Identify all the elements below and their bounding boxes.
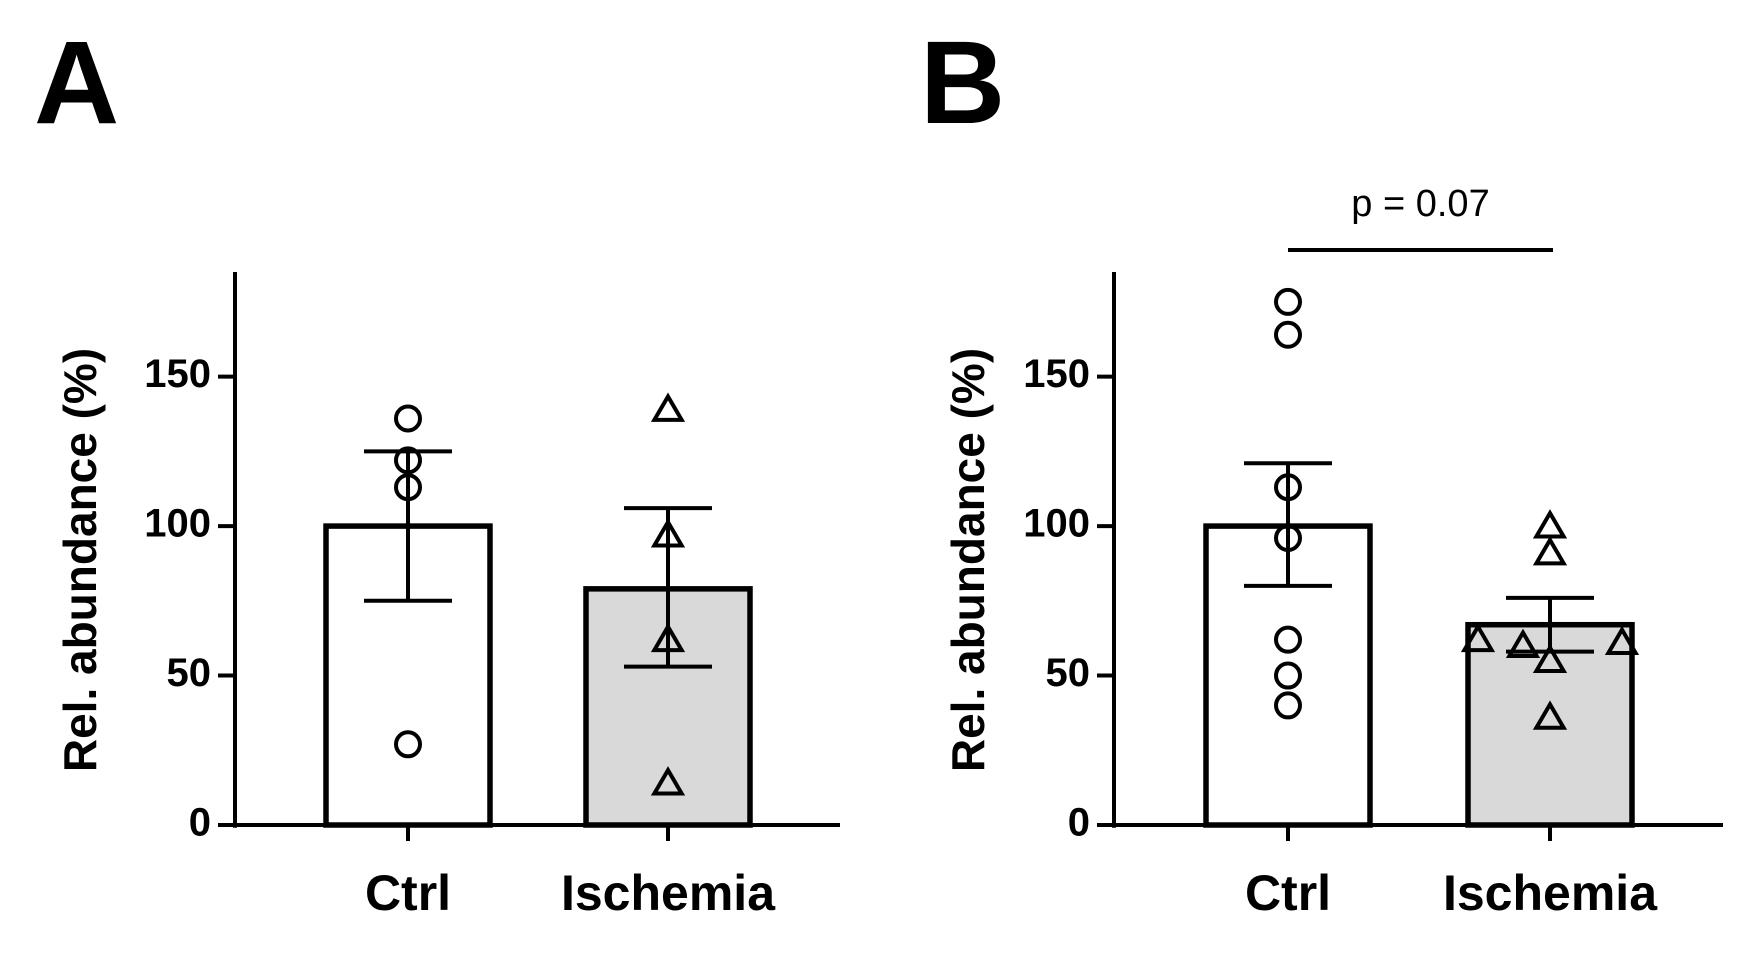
panel-b-point-ischemia-5 <box>1532 643 1568 673</box>
panel-b: B Rel. abundance (%) p = 0.07 0 50 100 150 C… <box>920 17 1723 921</box>
panel-a-x-label-ctrl: Ctrl <box>365 865 451 921</box>
panel-a-point-ctrl-3 <box>394 473 422 502</box>
panel-b-x-label-ischemia: Ischemia <box>1443 865 1658 921</box>
panel-b-point-ischemia-4 <box>1505 628 1541 659</box>
panel-b-significance-label: p = 0.07 <box>1351 183 1489 225</box>
panel-b-point-ischemia-6 <box>1604 625 1640 656</box>
panel-b-point-ischemia-1 <box>1532 509 1568 539</box>
panel-b-point-ctrl-4 <box>1274 524 1302 553</box>
panel-b-point-ctrl-6 <box>1274 661 1302 690</box>
panel-a-y-tick-label-150: 150 <box>144 352 211 396</box>
panel-a-point-ctrl-1 <box>394 404 422 433</box>
panel-a-point-ctrl-2 <box>394 446 422 475</box>
panel-b-point-ctrl-2 <box>1274 320 1302 349</box>
panel-a-point-ischemia-2 <box>650 518 686 548</box>
panel-b-y-tick-label-0: 0 <box>1068 801 1090 845</box>
panel-a-point-ischemia-4 <box>650 766 686 796</box>
panel-a-y-tick-label-0: 0 <box>189 801 211 845</box>
panel-b-point-ctrl-3 <box>1274 473 1302 502</box>
panel-a-y-tick-label-100: 100 <box>144 502 211 546</box>
panel-b-point-ctrl-7 <box>1274 691 1302 720</box>
panel-b-letter: B <box>920 17 1005 149</box>
panel-a-letter: A <box>34 17 119 149</box>
panel-b-point-ischemia-3 <box>1460 622 1496 653</box>
panel-b-y-tick-label-150: 150 <box>1023 352 1090 396</box>
panel-a-point-ischemia-3 <box>650 622 686 653</box>
panel-a-y-axis-label: Rel. abundance (%) <box>54 348 106 772</box>
panel-b-y-tick-label-100: 100 <box>1023 502 1090 546</box>
panel-a-point-ischemia-1 <box>650 392 686 422</box>
panel-b-point-ctrl-5 <box>1274 625 1302 654</box>
panel-b-point-ischemia-2 <box>1532 536 1568 566</box>
panel-b-y-tick-label-50: 50 <box>1046 651 1091 695</box>
panel-a-point-ctrl-4 <box>394 730 422 759</box>
panel-b-y-axis-label: Rel. abundance (%) <box>942 348 994 772</box>
panel-b-point-ctrl-1 <box>1274 287 1302 316</box>
panel-b-x-label-ctrl: Ctrl <box>1245 865 1331 921</box>
panel-a-error-bar-ischemia <box>624 506 712 669</box>
panel-a: A Rel. abundance (%) 0 50 100 150 Ctrl Ischem… <box>34 17 840 921</box>
panel-b-point-ischemia-7 <box>1532 700 1568 730</box>
panel-a-y-tick-label-50: 50 <box>167 651 212 695</box>
panel-a-x-label-ischemia: Ischemia <box>561 865 776 921</box>
panel-b-error-bar-ischemia <box>1506 595 1594 654</box>
